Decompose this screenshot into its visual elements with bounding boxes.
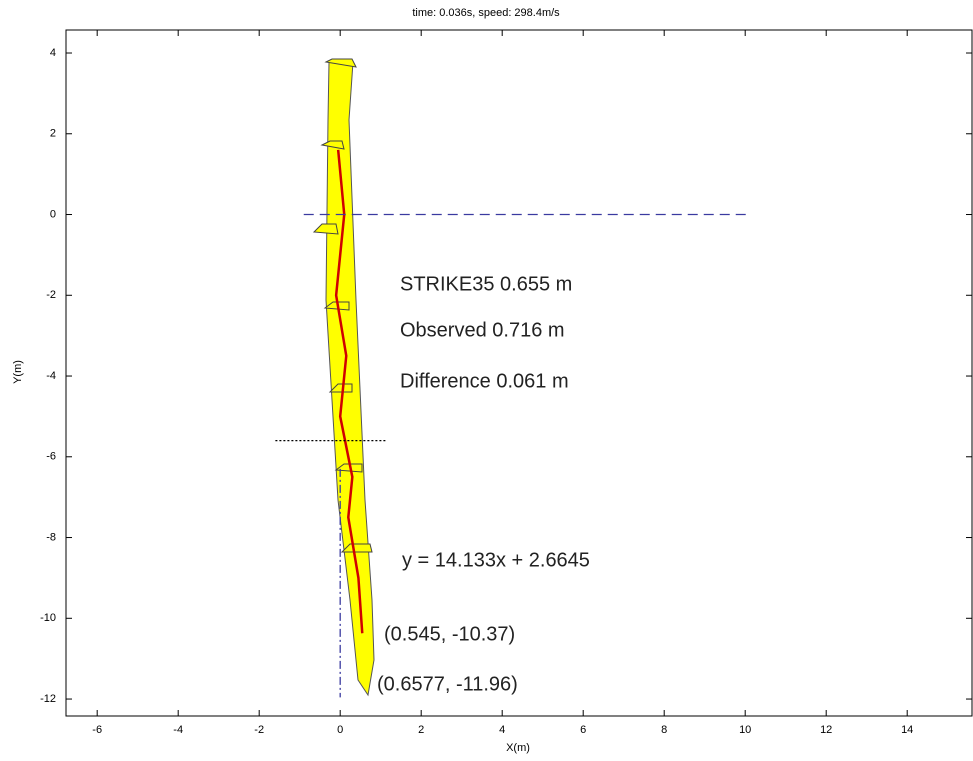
x-tick-label: 8 xyxy=(661,724,667,736)
x-tick-label: -6 xyxy=(92,724,102,736)
y-tick-label: -4 xyxy=(46,370,56,382)
annotation: Observed 0.716 m xyxy=(400,319,565,341)
x-axis-label: X(m) xyxy=(506,742,530,754)
x-tick-label: 10 xyxy=(739,724,751,736)
annotation: STRIKE35 0.655 m xyxy=(400,273,572,295)
annotation: y = 14.133x + 2.6645 xyxy=(402,549,590,571)
x-tick-label: 14 xyxy=(901,724,913,736)
y-tick-label: -10 xyxy=(40,612,56,624)
x-tick-label: -2 xyxy=(254,724,264,736)
x-tick-label: -4 xyxy=(173,724,183,736)
x-tick-label: 2 xyxy=(418,724,424,736)
x-tick-label: 12 xyxy=(820,724,832,736)
chart-title: time: 0.036s, speed: 298.4m/s xyxy=(412,7,560,19)
projectile-body xyxy=(325,61,375,697)
annotation: Difference 0.061 m xyxy=(400,370,569,392)
y-tick-label: 0 xyxy=(50,208,56,220)
y-tick-label: -8 xyxy=(46,531,56,543)
y-tick-label: -6 xyxy=(46,451,56,463)
y-tick-label: 4 xyxy=(50,47,56,59)
annotation: (0.6577, -11.96) xyxy=(377,673,518,695)
plot-frame xyxy=(65,29,973,717)
annotation: (0.545, -10.37) xyxy=(384,623,515,645)
x-tick-label: 6 xyxy=(580,724,586,736)
series-line xyxy=(334,149,364,634)
x-tick-label: 0 xyxy=(337,724,343,736)
y-tick-label: -12 xyxy=(40,693,56,705)
y-tick-label: -2 xyxy=(46,289,56,301)
y-axis-label: Y(m) xyxy=(12,360,24,384)
x-tick-label: 4 xyxy=(499,724,505,736)
y-tick-label: 2 xyxy=(50,128,56,140)
